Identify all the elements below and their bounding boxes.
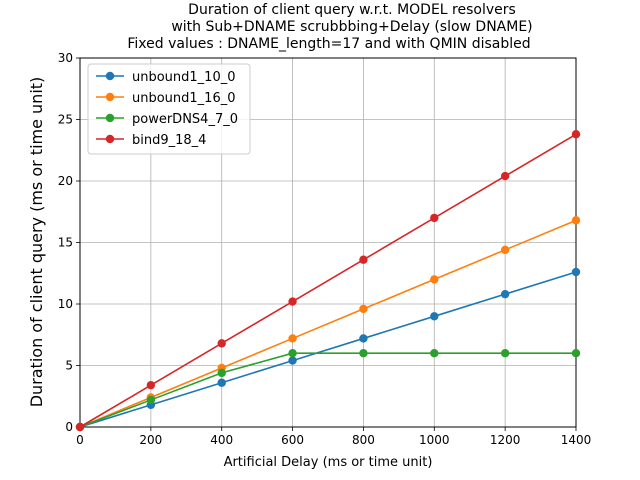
data-point-bind9_18_4 [146, 380, 156, 390]
chart-title-line-3: Fixed values : DNAME_length=17 and with … [127, 36, 530, 52]
data-point-powerDNS4_7_0 [571, 349, 581, 358]
data-point-bind9_18_4 [571, 130, 581, 139]
y-tick-label: 10 [58, 297, 73, 311]
y-tick-label: 15 [58, 236, 73, 250]
legend-label-bind9_18_4: bind9_18_4 [132, 133, 206, 148]
y-tick-label: 30 [58, 51, 73, 65]
legend: unbound1_10_0 unbound1_16_0 powerDNS4_7_0b… [87, 63, 251, 155]
legend-label-unbound1_10_0: unbound1_10_0 [132, 70, 236, 85]
x-tick-label: 200 [139, 433, 162, 447]
x-tick-label: 400 [210, 433, 233, 447]
x-tick-label: 1200 [490, 433, 521, 447]
chart-title-line-1: Duration of client query w.r.t. MODEL re… [188, 2, 516, 18]
data-point-unbound1_10_0 [288, 356, 297, 365]
chart-title-line-2: with Sub+DNAME scrubbbing+Delay (slow DN… [171, 19, 532, 35]
x-tick-label: 800 [352, 433, 375, 447]
data-point-bind9_18_4 [217, 339, 226, 348]
x-axis-label: Artificial Delay (ms or time unit) [224, 455, 433, 470]
legend-marker-unbound1_16_0 [105, 92, 115, 102]
x-axis-ticks: 0 200 400 600 800 1000 1200 1400 [76, 427, 591, 447]
y-tick-label: 5 [65, 359, 73, 373]
y-tick-label: 25 [58, 113, 73, 127]
data-point-bind9_18_4 [359, 255, 368, 264]
series-line-bind9_18_4 [79, 133, 577, 428]
series-line-unbound1_16_0 [79, 219, 577, 428]
data-point-powerDNS4_7_0 [359, 349, 368, 358]
legend-marker-powerDNS4_7_0 [105, 113, 115, 123]
data-point-bind9_18_4 [500, 171, 510, 181]
data-point-unbound1_10_0 [217, 378, 226, 387]
data-point-powerDNS4_7_0 [500, 349, 510, 358]
y-axis-label: Duration of client query (ms or time uni… [27, 77, 46, 408]
data-point-powerDNS4_7_0 [288, 349, 297, 358]
grid-lines [79, 57, 577, 428]
data-point-bind9_18_4 [75, 422, 85, 432]
y-tick-label: 0 [65, 420, 73, 434]
data-point-bind9_18_4 [288, 297, 297, 306]
x-tick-label: 1400 [561, 433, 592, 447]
data-point-unbound1_10_0 [500, 289, 510, 299]
data-point-unbound1_16_0 [430, 275, 439, 284]
x-tick-label: 600 [281, 433, 304, 447]
data-point-unbound1_10_0 [430, 312, 439, 321]
data-point-powerDNS4_7_0 [430, 349, 439, 358]
series-group [75, 130, 581, 432]
series-line-powerDNS4_7_0 [79, 352, 576, 428]
x-tick-label: 0 [76, 433, 84, 447]
data-point-unbound1_16_0 [359, 304, 368, 314]
y-tick-label: 20 [58, 174, 73, 188]
data-point-powerDNS4_7_0 [217, 368, 226, 378]
series-line-unbound1_10_0 [79, 271, 577, 428]
chart-title: Duration of client query w.r.t. MODEL re… [127, 2, 532, 52]
legend-label-powerDNS4_7_0: powerDNS4_7_0 [132, 112, 238, 127]
x-tick-label: 1000 [419, 433, 450, 447]
data-point-unbound1_10_0 [359, 334, 368, 343]
data-point-bind9_18_4 [430, 213, 439, 223]
legend-marker-bind9_18_4 [105, 134, 115, 144]
data-point-unbound1_16_0 [500, 245, 510, 255]
data-point-unbound1_10_0 [571, 267, 581, 277]
data-point-unbound1_16_0 [288, 334, 297, 343]
y-axis-ticks: 0 5 10 15 20 25 30 [58, 51, 80, 434]
legend-box [87, 63, 251, 155]
legend-marker-unbound1_10_0 [105, 71, 115, 81]
data-point-powerDNS4_7_0 [146, 395, 156, 405]
data-point-unbound1_16_0 [571, 216, 581, 225]
legend-label-unbound1_16_0: unbound1_16_0 [132, 91, 236, 106]
